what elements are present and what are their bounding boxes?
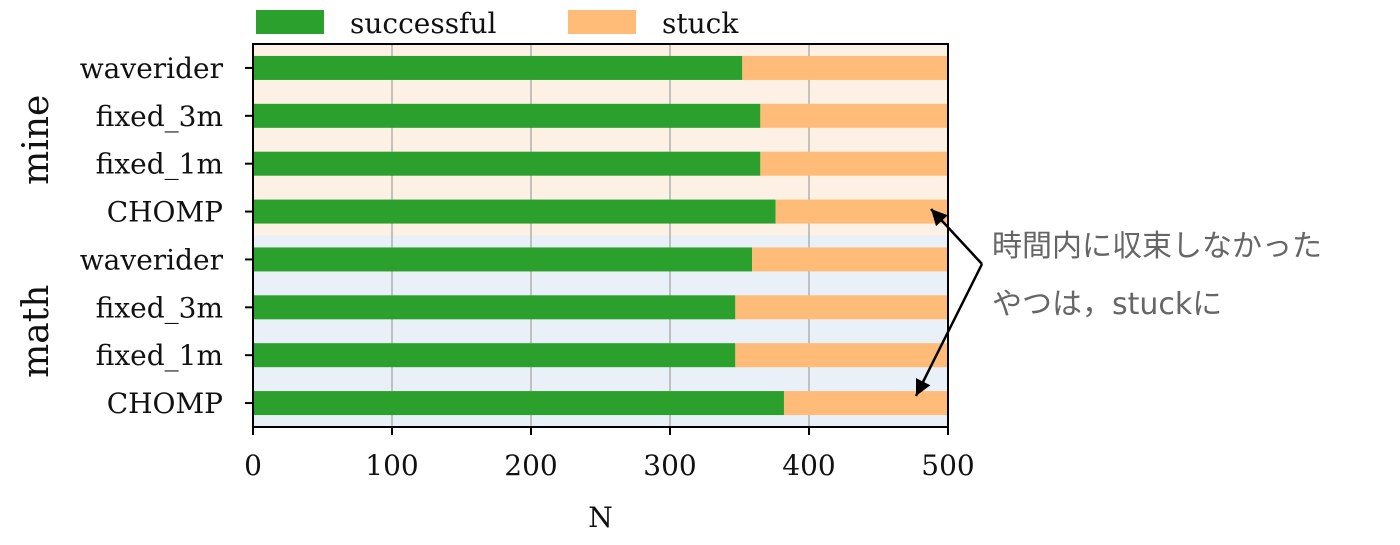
y-tick-labels: waverider fixed_3m fixed_1m CHOMP waverider f…: [80, 52, 253, 420]
bar-stuck-math-fixed_3m: [735, 295, 948, 320]
axes-frame: [252, 43, 949, 428]
x-tick-label-300: 300: [643, 449, 696, 482]
bars: [253, 55, 948, 416]
group-label-math: math: [16, 285, 57, 378]
legend-label-successful: successful: [350, 7, 496, 40]
y-tick-label-mine-waverider: waverider: [80, 52, 224, 85]
y-tick-label-math-fixed_1m: fixed_1m: [96, 339, 223, 372]
x-tick-label-500: 500: [921, 449, 974, 482]
group-label-mine: mine: [16, 95, 57, 185]
bar-successful-mine-waverider: [253, 55, 743, 80]
bar-successful-math-fixed_3m: [253, 295, 736, 320]
bar-successful-mine-fixed_3m: [253, 103, 761, 128]
y-tick-label-mine-fixed_3m: fixed_3m: [96, 100, 223, 133]
x-tick-label-400: 400: [782, 449, 835, 482]
x-tick-label-200: 200: [504, 449, 557, 482]
bar-successful-math-waverider: [253, 247, 753, 272]
y-tick-label-mine-CHOMP: CHOMP: [107, 196, 223, 229]
annotation-line-2: やつは，stuckに: [992, 287, 1222, 322]
x-axis-label: N: [588, 501, 613, 534]
y-tick-label-math-waverider: waverider: [80, 243, 224, 276]
annotation: 時間内に収束しなかった やつは，stuckに: [914, 208, 1322, 397]
x-tick-label-100: 100: [365, 449, 418, 482]
bar-successful-math-fixed_1m: [253, 343, 736, 368]
bar-stuck-mine-fixed_1m: [760, 151, 948, 176]
bar-stuck-mine-fixed_3m: [760, 103, 948, 128]
annotation-line-1: 時間内に収束しなかった: [992, 229, 1322, 264]
bar-stuck-math-CHOMP: [783, 391, 948, 416]
annotation-arrow-lower-head: [916, 378, 931, 396]
bar-successful-mine-fixed_1m: [253, 151, 761, 176]
bar-stuck-mine-CHOMP: [775, 199, 948, 224]
legend-swatch-successful: [256, 10, 324, 34]
axes: [252, 43, 949, 428]
bar-stuck-math-fixed_1m: [735, 343, 948, 368]
legend: successful stuck: [256, 7, 739, 40]
legend-swatch-stuck: [568, 10, 636, 34]
annotation-arrow-lower-shaft: [914, 263, 984, 397]
x-tick-labels: 0 100 200 300 400 500: [244, 427, 975, 482]
y-tick-label-mine-fixed_1m: fixed_1m: [96, 148, 223, 181]
bar-successful-mine-CHOMP: [253, 199, 776, 224]
y-tick-label-math-CHOMP: CHOMP: [107, 387, 223, 420]
y-tick-label-math-fixed_3m: fixed_3m: [96, 291, 223, 324]
annotation-arrow-upper-head: [931, 209, 948, 227]
group-backgrounds: [253, 44, 948, 427]
group-labels: mine math: [16, 95, 57, 378]
legend-label-stuck: stuck: [662, 7, 739, 40]
bar-successful-math-CHOMP: [253, 391, 784, 416]
bar-stuck-math-waverider: [752, 247, 948, 272]
bar-stuck-mine-waverider: [742, 55, 948, 80]
x-tick-label-0: 0: [244, 449, 262, 482]
